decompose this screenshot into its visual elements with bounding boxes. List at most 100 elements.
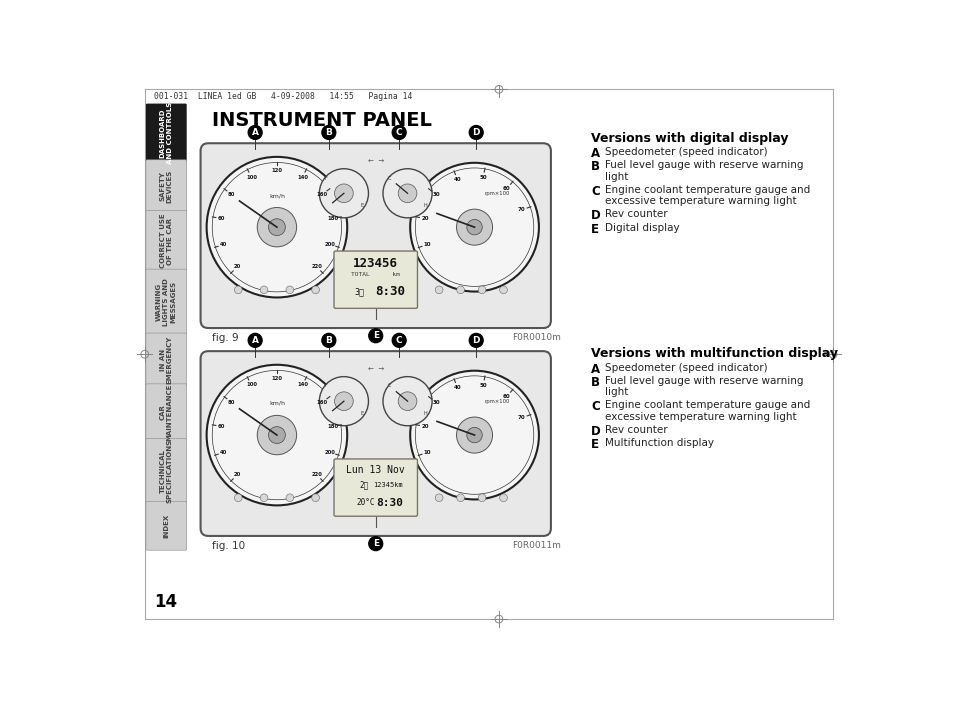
Text: fig. 10: fig. 10 bbox=[213, 541, 245, 551]
Text: A: A bbox=[591, 147, 599, 160]
Text: 80: 80 bbox=[228, 191, 234, 196]
Text: 160: 160 bbox=[316, 191, 328, 196]
Text: 120: 120 bbox=[272, 169, 282, 174]
Text: TECHNICAL
SPECIFICATIONS: TECHNICAL SPECIFICATIONS bbox=[159, 439, 172, 503]
Text: 40: 40 bbox=[453, 385, 460, 390]
Text: IN AN
EMERGENCY: IN AN EMERGENCY bbox=[159, 335, 172, 384]
Text: 140: 140 bbox=[296, 383, 308, 388]
Circle shape bbox=[321, 333, 335, 347]
Text: C: C bbox=[388, 383, 391, 388]
Text: 200: 200 bbox=[325, 242, 335, 247]
Text: 40: 40 bbox=[453, 177, 460, 182]
Text: CAR
MAINTENANCE: CAR MAINTENANCE bbox=[159, 383, 172, 441]
Text: 10: 10 bbox=[423, 242, 431, 247]
Text: 001-031  LINEA 1ed GB   4-09-2008   14:55   Pagina 14: 001-031 LINEA 1ed GB 4-09-2008 14:55 Pag… bbox=[153, 92, 412, 102]
Text: 30: 30 bbox=[432, 400, 439, 405]
Text: 220: 220 bbox=[311, 472, 322, 477]
Circle shape bbox=[248, 333, 262, 347]
Circle shape bbox=[469, 126, 482, 139]
Circle shape bbox=[319, 376, 368, 426]
Text: km/h: km/h bbox=[269, 401, 285, 406]
Circle shape bbox=[319, 169, 368, 218]
Circle shape bbox=[312, 286, 319, 294]
FancyBboxPatch shape bbox=[146, 160, 187, 213]
FancyBboxPatch shape bbox=[146, 333, 187, 386]
Text: Engine coolant temperature gauge and
excessive temperature warning light: Engine coolant temperature gauge and exc… bbox=[604, 185, 810, 206]
Text: 20°C: 20°C bbox=[356, 498, 375, 508]
Circle shape bbox=[268, 426, 285, 443]
Text: F0R0010m: F0R0010m bbox=[511, 333, 560, 342]
Circle shape bbox=[207, 365, 347, 505]
Text: WARNING
LIGHTS AND
MESSAGES: WARNING LIGHTS AND MESSAGES bbox=[156, 278, 176, 326]
Text: INSTRUMENT PANEL: INSTRUMENT PANEL bbox=[213, 111, 432, 130]
Text: 40: 40 bbox=[219, 450, 227, 455]
Circle shape bbox=[435, 494, 442, 501]
Circle shape bbox=[207, 157, 347, 297]
Text: C: C bbox=[591, 185, 599, 198]
Text: 80: 80 bbox=[228, 400, 234, 405]
Text: 70: 70 bbox=[517, 208, 525, 213]
Text: A: A bbox=[252, 128, 258, 137]
Circle shape bbox=[248, 126, 262, 139]
Text: 120: 120 bbox=[272, 376, 282, 381]
Circle shape bbox=[268, 219, 285, 236]
Text: 12345km: 12345km bbox=[373, 482, 402, 488]
Circle shape bbox=[260, 494, 268, 501]
FancyBboxPatch shape bbox=[146, 384, 187, 441]
Text: 200: 200 bbox=[325, 450, 335, 455]
Circle shape bbox=[397, 184, 416, 203]
Text: 14: 14 bbox=[153, 594, 177, 611]
Circle shape bbox=[335, 392, 353, 410]
Circle shape bbox=[335, 184, 353, 203]
Text: Rev counter: Rev counter bbox=[604, 425, 667, 435]
Text: D: D bbox=[472, 336, 479, 345]
Circle shape bbox=[410, 371, 538, 499]
Text: 40: 40 bbox=[219, 242, 227, 247]
Text: B: B bbox=[325, 336, 332, 345]
Text: 160: 160 bbox=[316, 400, 328, 405]
Circle shape bbox=[369, 537, 382, 551]
Text: km/h: km/h bbox=[269, 193, 285, 198]
Circle shape bbox=[260, 286, 268, 294]
Text: Speedometer (speed indicator): Speedometer (speed indicator) bbox=[604, 363, 767, 373]
Circle shape bbox=[382, 169, 432, 218]
Text: D: D bbox=[591, 210, 600, 222]
Circle shape bbox=[382, 376, 432, 426]
Text: B: B bbox=[325, 128, 332, 137]
Circle shape bbox=[469, 333, 482, 347]
Text: 180: 180 bbox=[327, 216, 337, 221]
Text: 50: 50 bbox=[479, 383, 487, 388]
Circle shape bbox=[499, 286, 507, 294]
Circle shape bbox=[499, 494, 507, 501]
Text: F: F bbox=[325, 383, 327, 388]
Text: 3Ⅰ: 3Ⅰ bbox=[355, 287, 364, 296]
FancyBboxPatch shape bbox=[146, 210, 187, 271]
Circle shape bbox=[392, 333, 406, 347]
Text: rpm×100: rpm×100 bbox=[484, 399, 509, 404]
Text: E: E bbox=[359, 411, 363, 416]
Text: ←  →: ← → bbox=[367, 366, 383, 372]
Circle shape bbox=[456, 494, 464, 501]
Text: 2Ⅰ: 2Ⅰ bbox=[358, 480, 368, 489]
Text: SAFETY
DEVICES: SAFETY DEVICES bbox=[159, 169, 172, 203]
Circle shape bbox=[456, 286, 464, 294]
Text: C: C bbox=[388, 176, 391, 181]
Text: 100: 100 bbox=[246, 174, 256, 179]
FancyBboxPatch shape bbox=[146, 502, 187, 550]
Text: 20: 20 bbox=[233, 472, 240, 477]
Circle shape bbox=[286, 494, 294, 501]
Text: E: E bbox=[591, 438, 598, 451]
Circle shape bbox=[456, 209, 492, 245]
Circle shape bbox=[392, 126, 406, 139]
FancyBboxPatch shape bbox=[200, 351, 550, 536]
Text: Rev counter: Rev counter bbox=[604, 210, 667, 220]
Circle shape bbox=[397, 392, 416, 410]
Text: 60: 60 bbox=[502, 186, 510, 191]
Circle shape bbox=[410, 163, 538, 292]
Circle shape bbox=[286, 286, 294, 294]
Circle shape bbox=[257, 415, 296, 455]
Text: Engine coolant temperature gauge and
excessive temperature warning light: Engine coolant temperature gauge and exc… bbox=[604, 400, 810, 422]
Text: H: H bbox=[423, 411, 427, 416]
Text: Fuel level gauge with reserve warning
light: Fuel level gauge with reserve warning li… bbox=[604, 160, 802, 181]
Text: 180: 180 bbox=[327, 424, 337, 429]
